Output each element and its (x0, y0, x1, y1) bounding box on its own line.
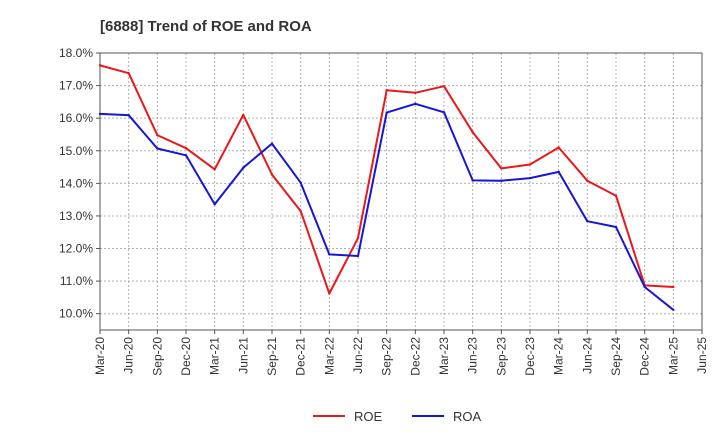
data-point-roa (385, 111, 388, 114)
data-point-roa (442, 111, 446, 114)
data-point-roa (643, 285, 646, 289)
data-point-roe (242, 113, 245, 117)
x-tick-label: Jun-22 (351, 337, 365, 374)
y-tick-label: 13.0% (59, 209, 93, 223)
data-point-roe (471, 130, 474, 134)
data-point-roe (614, 194, 618, 197)
y-axis: 10.0% 11.0% 12.0% 13.0% 14.0% 15.0% 16.0% 17.0%… (59, 46, 100, 321)
data-point-roe (299, 209, 302, 213)
data-point-roe (528, 163, 532, 166)
series-line-roe (99, 64, 674, 295)
x-tick-label: Jun-20 (122, 337, 136, 374)
x-tick-label: Sep-23 (494, 337, 508, 376)
x-tick-label: Dec-24 (638, 337, 652, 376)
data-point-roe (270, 173, 274, 176)
data-point-roa (500, 179, 503, 182)
y-tick-label: 10.0% (59, 307, 93, 321)
data-point-roa (586, 219, 589, 223)
x-tick-label: Mar-25 (666, 337, 680, 375)
x-tick-label: Jun-24 (580, 337, 594, 374)
x-tick-label: Mar-23 (437, 337, 451, 375)
data-point-roe (442, 85, 446, 88)
series-layer (98, 64, 675, 311)
data-point-roe (213, 168, 216, 171)
x-tick-label: Dec-20 (179, 337, 193, 376)
x-tick-label: Jun-21 (236, 337, 250, 374)
data-point-roa (356, 254, 360, 258)
data-point-roa (328, 253, 331, 256)
y-tick-label: 11.0% (60, 274, 93, 288)
data-point-roe (414, 91, 417, 94)
data-point-roa (98, 112, 102, 116)
x-tick-label: Mar-21 (208, 337, 222, 375)
legend-label-roa: ROA (453, 409, 482, 424)
legend: ROE ROA (313, 409, 482, 424)
x-tick-label: Dec-23 (523, 337, 537, 376)
plot-area (99, 52, 703, 331)
data-point-roa (557, 170, 560, 174)
data-point-roa (614, 225, 618, 229)
y-tick-label: 12.0% (59, 242, 93, 256)
grid-lines (99, 52, 703, 330)
data-point-roa (184, 154, 188, 157)
data-point-roa (127, 114, 130, 117)
data-point-roe (557, 146, 560, 149)
x-tick-label: Mar-24 (552, 337, 566, 375)
data-point-roe (385, 88, 388, 92)
data-point-roe (500, 167, 503, 170)
data-point-roe (586, 179, 589, 182)
data-point-roa (270, 142, 274, 145)
y-tick-label: 18.0% (59, 46, 93, 60)
x-tick-label: Mar-22 (322, 337, 336, 375)
y-tick-label: 14.0% (59, 176, 93, 190)
data-point-roe (672, 285, 675, 289)
y-tick-label: 15.0% (59, 144, 93, 158)
data-point-roa (414, 102, 417, 106)
x-tick-label: Sep-24 (609, 337, 623, 376)
data-point-roa (471, 179, 474, 182)
data-point-roa (299, 181, 302, 184)
x-tick-label: Sep-21 (265, 337, 279, 376)
legend-label-roe: ROE (354, 409, 383, 424)
data-point-roe (328, 292, 331, 295)
data-point-roa (528, 176, 532, 180)
x-tick-label: Sep-22 (380, 337, 394, 376)
chart-title: [6888] Trend of ROE and ROA (100, 18, 312, 35)
x-tick-label: Mar-20 (93, 337, 107, 375)
data-point-roa (156, 147, 159, 150)
x-tick-label: Jun-25 (695, 337, 709, 374)
x-tick-label: Jun-23 (466, 337, 480, 374)
data-point-roa (672, 308, 675, 311)
data-point-roa (213, 203, 216, 206)
data-point-roe (356, 236, 360, 240)
data-point-roa (242, 166, 245, 169)
y-tick-label: 17.0% (59, 79, 93, 93)
data-point-roe (127, 72, 130, 75)
data-point-roe (184, 146, 188, 150)
data-point-roe (156, 133, 159, 137)
y-tick-label: 16.0% (59, 111, 93, 125)
x-tick-label: Sep-20 (150, 337, 164, 376)
x-tick-label: Dec-21 (294, 337, 308, 376)
x-tick-label: Dec-22 (408, 337, 422, 376)
x-axis: Mar-20 Jun-20 Sep-20 Dec-20 Mar-21 Jun-21 Sep-… (93, 330, 709, 376)
data-point-roe (98, 64, 102, 67)
